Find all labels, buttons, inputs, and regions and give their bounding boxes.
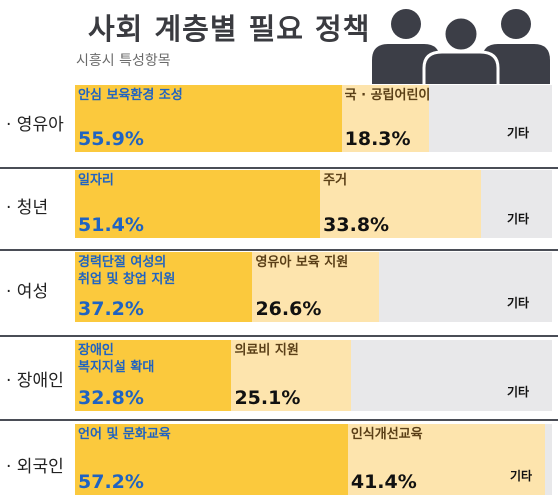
bar-segment: 의료비 지원 25.1% (231, 340, 352, 411)
segment-category-label: 영유아 보육 지원 (255, 255, 349, 270)
row-label: · 여성 (6, 282, 49, 302)
segment-category-label: 경력단절 여성의 취업 및 창업 지원 (78, 255, 176, 287)
segment-value-label: 57.2% (78, 471, 144, 493)
segment-other-label: 기타 (507, 385, 530, 399)
people-group-icon (372, 9, 550, 84)
bar-segment: 주거 33.8% (320, 170, 482, 238)
bar-segment-other (379, 252, 552, 322)
row-label: · 외국인 (6, 457, 64, 477)
row-divider (0, 335, 558, 337)
segment-value-label: 55.9% (78, 128, 144, 150)
segment-value-label: 51.4% (78, 214, 144, 236)
bar-row: 경력단절 여성의 취업 및 창업 지원 37.2% 영유아 보육 지원 26.6% 기타 (75, 252, 552, 322)
segment-category-label: 언어 및 문화교육 (78, 427, 171, 442)
bar-row: 일자리 51.4% 주거 33.8% 기타 (75, 170, 552, 238)
bar-segment: 국 · 공립어린이집 설치 확대 18.3% (341, 85, 429, 152)
segment-category-label: 장애인 복지지설 확대 (78, 343, 155, 375)
row-divider (0, 419, 558, 421)
bar-segment-other (351, 340, 552, 411)
segment-other-label: 기타 (507, 212, 530, 226)
bar-segment: 경력단절 여성의 취업 및 창업 지원 37.2% (75, 252, 253, 322)
segment-value-label: 18.3% (344, 128, 411, 150)
row-label: · 청년 (6, 198, 49, 218)
bar-segment: 영유아 보육 지원 26.6% (252, 252, 380, 322)
bar-segment-other (481, 170, 552, 238)
bar-segment: 인식개선교육 41.4% (347, 424, 546, 495)
segment-other-label: 기타 (507, 126, 530, 140)
bar-segment: 일자리 51.4% (75, 170, 321, 238)
segment-value-label: 41.4% (350, 471, 417, 493)
segment-value-label: 26.6% (255, 298, 322, 320)
bar-row: 장애인 복지지설 확대 32.8% 의료비 지원 25.1% 기타 (75, 340, 552, 411)
segment-category-label: 의료비 지원 (234, 343, 299, 358)
bar-row: 언어 및 문화교육 57.2% 인식개선교육 41.4% 기타 (75, 424, 552, 495)
segment-category-label: 안심 보육환경 조성 (78, 88, 183, 103)
segment-category-label: 인식개선교육 (350, 427, 423, 442)
bar-segment-other (428, 85, 552, 152)
chart-title: 사회 계층별 필요 정책 (88, 12, 371, 46)
segment-category-label: 국 · 공립어린이집 설치 확대 (344, 88, 429, 103)
bar-segment-other (545, 424, 552, 495)
row-divider (0, 167, 558, 169)
segment-other-label: 기타 (510, 469, 533, 483)
segment-other-label: 기타 (507, 296, 530, 310)
row-divider (0, 249, 558, 251)
segment-value-label: 32.8% (78, 387, 144, 409)
segment-category-label: 주거 (323, 173, 348, 188)
row-label: · 영유아 (6, 115, 64, 135)
segment-value-label: 37.2% (78, 298, 144, 320)
chart-subtitle: 시흥시 특성항목 (76, 53, 171, 69)
bar-segment: 언어 및 문화교육 57.2% (75, 424, 348, 495)
segment-category-label: 일자리 (78, 173, 114, 188)
segment-value-label: 33.8% (323, 214, 390, 236)
row-label: · 장애인 (6, 371, 64, 391)
segment-value-label: 25.1% (234, 387, 301, 409)
bar-segment: 장애인 복지지설 확대 32.8% (75, 340, 232, 411)
bar-segment: 안심 보육환경 조성 55.9% (75, 85, 342, 152)
bar-row: 안심 보육환경 조성 55.9% 국 · 공립어린이집 설치 확대 18.3% 기타 (75, 85, 552, 152)
